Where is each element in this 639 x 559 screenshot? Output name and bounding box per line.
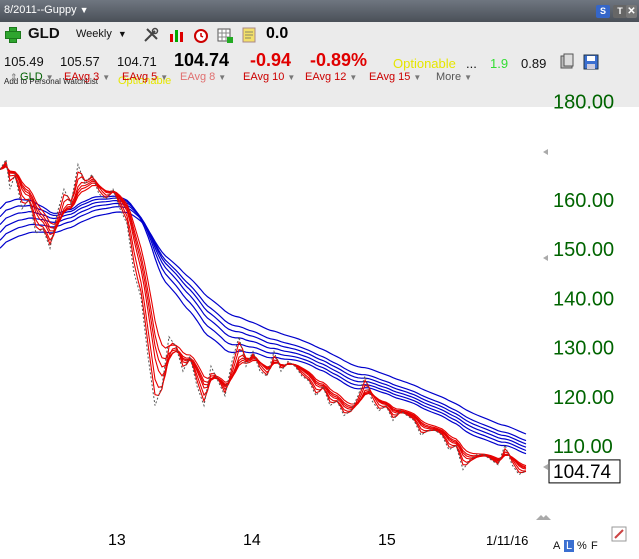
optionable-link[interactable]: Optionable [118, 75, 172, 87]
x-tick-label: 13 [108, 532, 126, 549]
interval-select[interactable]: Weekly ▼ [76, 28, 127, 40]
last-price-box [548, 459, 621, 484]
open-value: 105.49 [4, 54, 44, 69]
y-tick-label: 120.00 [553, 387, 614, 409]
study-more[interactable]: More ▼ [436, 71, 472, 83]
red-ema-15 [0, 166, 527, 467]
symbol-field[interactable]: GLD [28, 25, 60, 42]
plot-background [0, 107, 639, 559]
chevron-down-icon: ▼ [102, 73, 111, 82]
low-value: 104.71 [117, 54, 157, 69]
study-eavg-5[interactable]: EAvg 5 ▼ [122, 71, 168, 83]
change-readout: 0.0 [266, 25, 289, 42]
toolbar-letter-pct[interactable]: % [577, 540, 587, 552]
pct-change: -0.89% [310, 50, 368, 70]
study-label: EAvg 10 [243, 71, 285, 83]
blue-ema-50 [0, 206, 527, 442]
scale-marker-icon[interactable] [543, 464, 548, 470]
ellipsis-label[interactable]: ... [466, 56, 477, 71]
price-line [0, 158, 527, 476]
study-eavg-15[interactable]: EAvg 15 ▼ [369, 71, 421, 83]
interval-label: Weekly [76, 28, 112, 40]
study-eavg-8[interactable]: EAvg 8 ▼ [180, 71, 226, 83]
chevron-down-icon: ▼ [45, 73, 54, 82]
alarm-clock-icon[interactable] [192, 26, 210, 44]
red-ema-5 [0, 162, 526, 472]
chevron-down-icon: ▼ [464, 73, 472, 82]
y-tick-label: 180.00 [553, 92, 614, 114]
chevron-down-icon: ▼ [218, 73, 227, 82]
tools-icon[interactable] [142, 26, 160, 44]
y-tick-label: 130.00 [553, 338, 614, 360]
window-title-text: 8/2011--Guppy [4, 4, 77, 16]
last-price-label: 104.74 [553, 462, 612, 483]
study-label: EAvg 5 [122, 71, 158, 83]
drag-handle-icon[interactable]: ⇕ [10, 72, 21, 82]
chevron-down-icon: ▼ [287, 73, 296, 82]
add-plus-icon[interactable] [4, 26, 21, 43]
red-ema-8 [0, 164, 527, 470]
chevron-down-icon: ▼ [160, 73, 169, 82]
study-eavg-12[interactable]: EAvg 12 ▼ [305, 71, 357, 83]
x-tick-label: 1/11/16 [486, 533, 528, 548]
y-tick-label: 150.00 [553, 239, 614, 261]
study-label: EAvg 3 [64, 71, 100, 83]
chevron-down-icon: ▼ [117, 29, 127, 39]
watchlist-row: Add to Personal WatchList Optionable [0, 74, 639, 90]
y-tick-label: 140.00 [553, 288, 614, 310]
x-tick-label: 15 [378, 532, 396, 549]
scroll-up-icon[interactable] [541, 515, 551, 520]
last-price: 104.74 [174, 50, 230, 70]
close-icon[interactable]: ✕ [626, 5, 637, 18]
y-tick-label: 160.00 [553, 190, 614, 212]
bar-chart-icon[interactable] [168, 26, 186, 44]
study-label: GLD [20, 71, 43, 83]
toolbar-letter-l[interactable]: L [564, 540, 575, 552]
x-tick-label: 14 [243, 532, 261, 549]
study-label: EAvg 12 [305, 71, 347, 83]
beta-value: 1.9 [490, 56, 509, 71]
symbol-row: GLD Weekly ▼ 0.0 [0, 22, 639, 48]
window-title[interactable]: 8/2011--Guppy ▼ [4, 4, 89, 16]
study-label: EAvg 15 [369, 71, 411, 83]
study-eavg-3[interactable]: EAvg 3 ▼ [64, 71, 110, 83]
window-titlebar: 8/2011--Guppy ▼ S T ✕ [0, 0, 639, 22]
scale-marker-icon[interactable] [543, 255, 548, 261]
study-label: More [436, 71, 462, 83]
note-icon[interactable] [240, 26, 258, 44]
save-icon[interactable] [582, 53, 600, 71]
stack-icon[interactable] [558, 53, 576, 71]
high-value: 105.57 [60, 54, 100, 69]
study-label: EAvg 8 [180, 71, 216, 83]
chevron-down-icon[interactable]: ▼ [79, 5, 89, 15]
text-icon[interactable]: T [613, 5, 627, 18]
blue-ema-45 [0, 202, 527, 445]
study-eavg-10[interactable]: EAvg 10 ▼ [243, 71, 295, 83]
blue-ema-35 [0, 197, 527, 452]
pencil-icon[interactable] [614, 529, 624, 539]
y-tick-label: 110.00 [553, 436, 613, 458]
quote-row: 105.49 105.57 104.71 104.74 -0.94 -0.89%… [0, 48, 639, 74]
blue-ema-40 [0, 199, 527, 448]
blue-ema-60 [0, 211, 527, 435]
toolbar-letter-a[interactable]: A [553, 540, 561, 552]
toolbar-letter-f[interactable]: F [591, 540, 598, 552]
studies-bar: ⇕ GLD ▼ EAvg 3 ▼ EAvg 5 ▼ EAvg 8 ▼ EAvg 10 ▼ EAvg … [0, 69, 639, 85]
add-grid-icon[interactable] [216, 26, 234, 44]
add-watchlist-link[interactable]: Add to Personal WatchList [4, 77, 98, 86]
optionable-label[interactable]: Optionable [393, 56, 456, 71]
scale-marker-icon[interactable] [543, 149, 548, 155]
extra-value: 0.89 [521, 56, 547, 71]
net-change: -0.94 [250, 50, 292, 70]
share-icon[interactable]: S [596, 5, 610, 18]
blue-ema-30 [0, 195, 527, 455]
chevron-down-icon: ▼ [413, 73, 422, 82]
chevron-down-icon: ▼ [349, 73, 358, 82]
study-gld[interactable]: ⇕ GLD ▼ [10, 71, 54, 83]
